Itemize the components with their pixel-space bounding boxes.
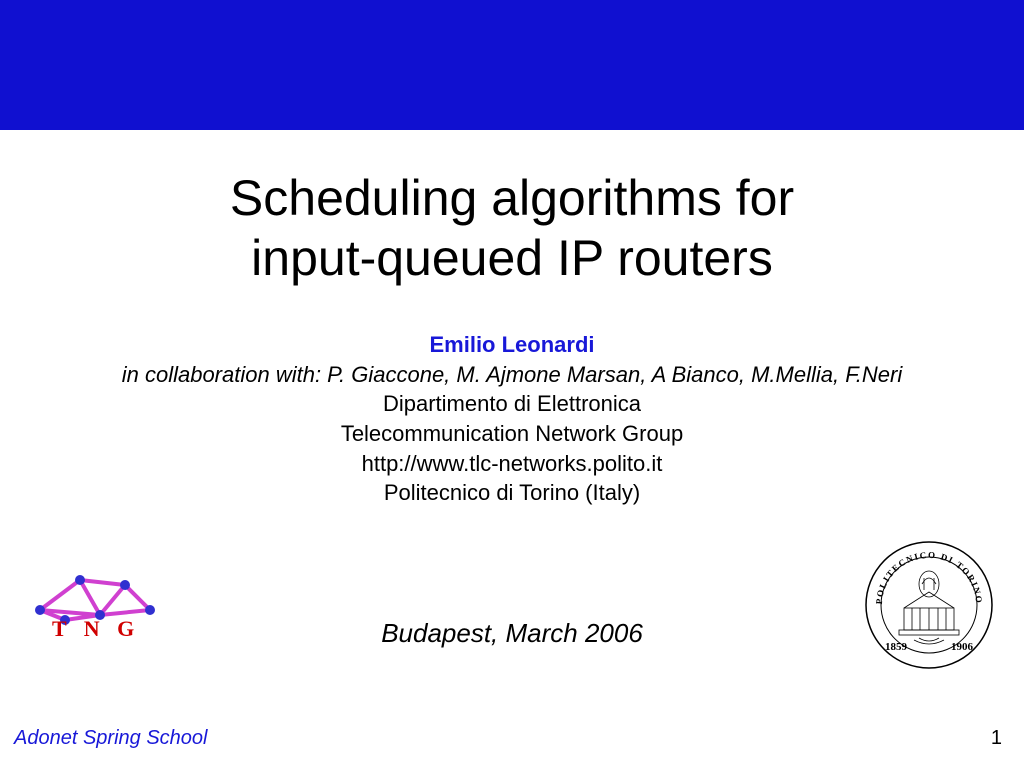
- svg-text:POLITECNICO DI TORINO: POLITECNICO DI TORINO: [874, 550, 984, 605]
- department: Dipartimento di Elettronica: [0, 389, 1024, 419]
- university: Politecnico di Torino (Italy): [0, 478, 1024, 508]
- author-name: Emilio Leonardi: [0, 330, 1024, 360]
- author-block: Emilio Leonardi in collaboration with: P…: [0, 330, 1024, 508]
- collaboration-line: in collaboration with: P. Giaccone, M. A…: [0, 360, 1024, 390]
- top-banner: [0, 0, 1024, 130]
- tng-logo: T N G: [30, 570, 160, 640]
- title-line-1: Scheduling algorithms for: [230, 170, 794, 226]
- footer-left: Adonet Spring School: [14, 727, 207, 750]
- polito-seal: POLITECNICO DI TORINO 1859 1906: [864, 540, 994, 675]
- page-number: 1: [991, 727, 1002, 750]
- group: Telecommunication Network Group: [0, 419, 1024, 449]
- seal-top-text: POLITECNICO DI TORINO: [874, 550, 984, 605]
- seal-year-right: 1906: [951, 641, 974, 653]
- slide-title: Scheduling algorithms for input-queued I…: [0, 168, 1024, 288]
- tng-label: T N G: [52, 616, 140, 642]
- seal-year-left: 1859: [885, 641, 908, 653]
- title-line-2: input-queued IP routers: [251, 230, 773, 286]
- url: http://www.tlc-networks.polito.it: [0, 449, 1024, 479]
